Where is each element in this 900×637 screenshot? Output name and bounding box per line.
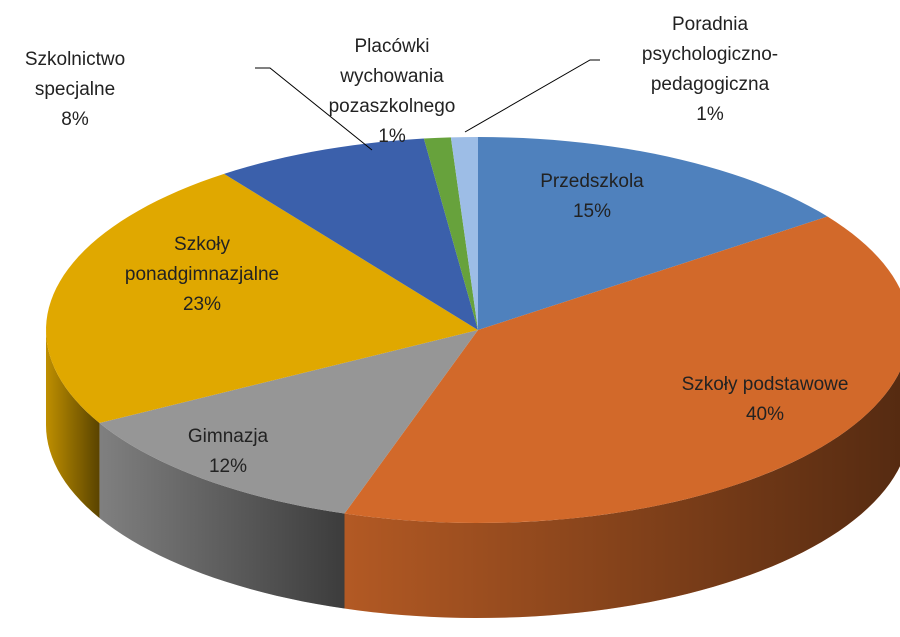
value-label: 12% (208, 456, 248, 477)
category-label: Placówki wychowania pozaszkolnego (328, 36, 456, 117)
slice-side-shade (344, 371, 900, 618)
category-label: Przedszkola (540, 171, 644, 192)
slice (46, 173, 478, 423)
category-label: Gimnazja (187, 426, 269, 447)
value-label: 8% (61, 109, 89, 130)
category-label: Szkoły ponadgimnazjalne (124, 234, 280, 285)
value-label: 40% (745, 404, 785, 425)
slice (423, 137, 478, 330)
value-label: 1% (696, 104, 724, 125)
slice (344, 216, 900, 523)
value-label: 1% (378, 126, 406, 147)
slice-side-shade (46, 330, 100, 518)
category-label: Szkoły podstawowe (681, 374, 849, 395)
data-label: Poradnia psychologiczno-pedagogiczna 1% (610, 10, 810, 130)
slice (450, 137, 478, 330)
data-label: Placówki wychowania pozaszkolnego 1% (322, 32, 462, 152)
data-label: Szkoły ponadgimnazjalne 23% (102, 230, 302, 320)
data-label: Przedszkola 15% (517, 167, 667, 227)
value-label: 23% (182, 294, 222, 315)
category-label: Szkolnictwo specjalne (24, 49, 126, 100)
leader-line (255, 67, 373, 151)
data-label: Gimnazja 12% (153, 422, 303, 482)
slice-side-shade (99, 422, 345, 609)
data-label: Szkolnictwo specjalne 8% (5, 45, 145, 135)
category-label: Poradnia psychologiczno-pedagogiczna (641, 14, 779, 95)
leader-line (464, 59, 600, 133)
value-label: 15% (572, 201, 612, 222)
slice (224, 138, 478, 330)
slice (478, 137, 828, 330)
data-label: Szkoły podstawowe 40% (650, 370, 880, 430)
slice (99, 330, 478, 514)
